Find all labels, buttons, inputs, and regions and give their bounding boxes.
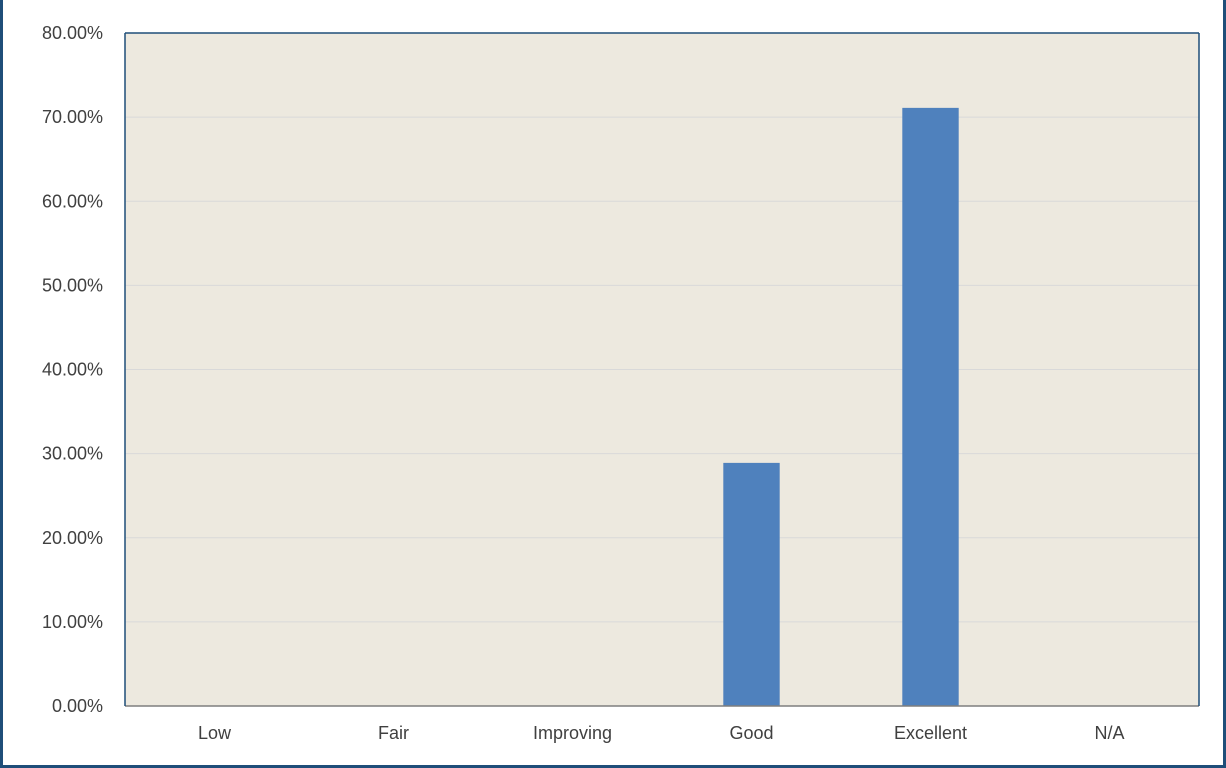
y-tick-label: 20.00% — [42, 528, 103, 548]
x-tick-label: Excellent — [894, 723, 967, 743]
bar-chart: 0.00% 10.00% 20.00% 30.00% 40.00% 50.00% 60.00… — [42, 23, 1200, 743]
bar-good — [723, 462, 780, 706]
y-tick-label: 40.00% — [42, 360, 103, 380]
y-tick-label: 30.00% — [42, 444, 103, 464]
y-tick-label: 50.00% — [42, 275, 103, 295]
bars — [723, 107, 959, 707]
y-tick-labels: 0.00% 10.00% 20.00% 30.00% 40.00% 50.00% 60.00… — [42, 23, 103, 716]
y-tick-label: 80.00% — [42, 23, 103, 43]
y-tick-label: 70.00% — [42, 107, 103, 127]
y-tick-label: 10.00% — [42, 612, 103, 632]
x-tick-label: Fair — [378, 723, 409, 743]
x-tick-label: Low — [198, 723, 232, 743]
x-tick-label: Improving — [533, 723, 612, 743]
x-tick-labels: Low Fair Improving Good Excellent N/A — [198, 723, 1125, 743]
axes — [124, 32, 1200, 707]
y-tick-label: 60.00% — [42, 191, 103, 211]
x-tick-label: Good — [729, 723, 773, 743]
y-tick-label: 0.00% — [52, 696, 103, 716]
bar-excellent — [902, 107, 959, 707]
x-tick-label: N/A — [1094, 723, 1124, 743]
